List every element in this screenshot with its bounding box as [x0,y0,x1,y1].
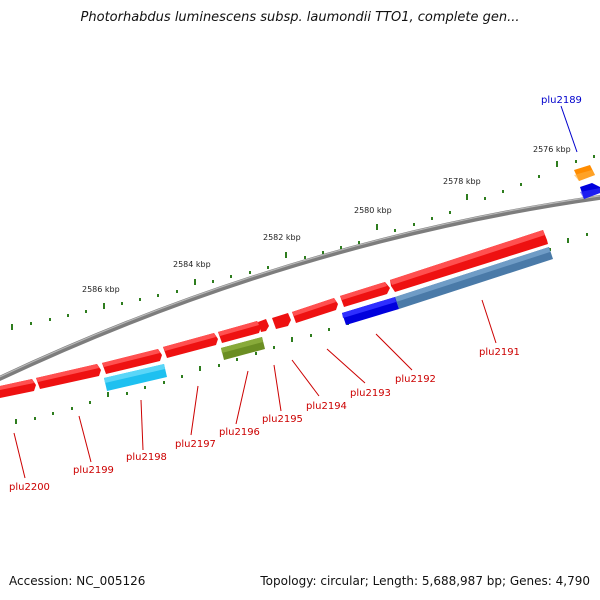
tick-label-2580: 2580 kbp [354,206,392,215]
tick-label-2586: 2586 kbp [82,285,120,294]
accession-text: Accession: NC_005126 [9,574,146,588]
gene-label-plu2195[interactable]: plu2195 [262,414,303,425]
gene-label-plu2196[interactable]: plu2196 [219,427,260,438]
gene-label-plu2192[interactable]: plu2192 [395,374,436,385]
tick-label-2584: 2584 kbp [173,260,211,269]
map-title: Photorhabdus luminescens subsp. laumondi… [80,10,520,25]
gene-label-plu2199[interactable]: plu2199 [73,465,114,476]
outer-tick-track [11,155,595,330]
tick-label-2582: 2582 kbp [263,233,301,242]
gene-label-plu2189[interactable]: plu2189 [541,95,582,106]
gene-labels: plu2189 plu2191 plu2192 plu2193 plu2194 … [9,95,582,493]
gene-label-plu2193[interactable]: plu2193 [350,388,391,399]
gene-label-plu2197[interactable]: plu2197 [175,439,216,450]
forward-strand-features [0,230,548,398]
tick-label-2576: 2576 kbp [533,145,571,154]
gene-label-plu2200[interactable]: plu2200 [9,482,50,493]
genome-backbone [0,194,600,382]
leader-lines [13,105,578,479]
gene-label-plu2198[interactable]: plu2198 [126,452,167,463]
gene-label-plu2194[interactable]: plu2194 [306,401,347,412]
reverse-strand-features [104,165,600,391]
gene-label-plu2191[interactable]: plu2191 [479,347,520,358]
gene-plu2195b[interactable] [272,313,291,329]
tick-label-2578: 2578 kbp [443,177,481,186]
genome-summary-text: Topology: circular; Length: 5,688,987 bp… [260,574,590,588]
